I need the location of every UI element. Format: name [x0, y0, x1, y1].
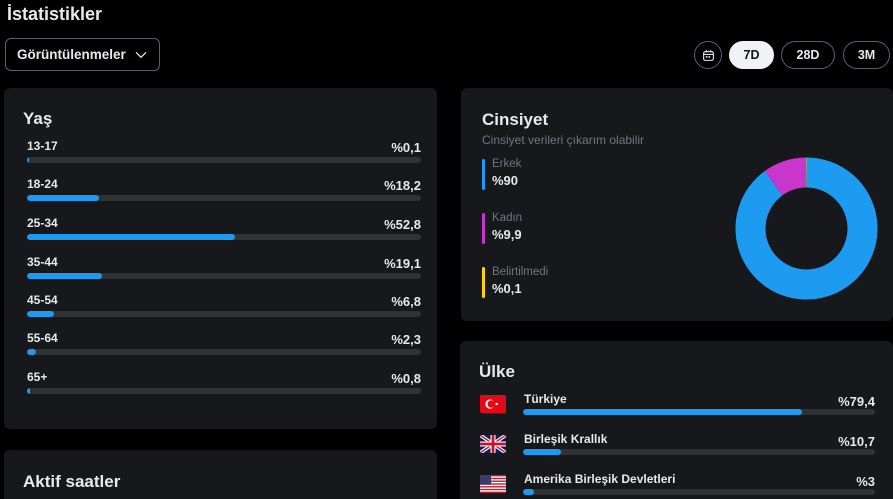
gender-value: %9,9 — [492, 227, 522, 242]
range-28d-button[interactable]: 28D — [781, 41, 835, 69]
age-bar-track — [27, 273, 421, 279]
gender-legend-item: Kadın %9,9 — [482, 211, 522, 247]
gender-color-swatch — [482, 267, 485, 298]
uk-flag-icon — [480, 435, 506, 453]
gender-label: Kadın — [492, 212, 523, 224]
country-row: Türkiye %79,4 — [478, 392, 875, 420]
age-bar-fill — [27, 311, 54, 317]
age-row: 55-64 %2,3 — [23, 331, 421, 361]
age-row: 18-24 %18,2 — [23, 177, 421, 207]
age-bar-fill — [27, 195, 99, 201]
range-3m-button[interactable]: 3M — [843, 41, 890, 69]
country-card-title: Ülke — [479, 362, 515, 381]
country-value: %79,4 — [838, 394, 875, 409]
gender-color-swatch — [482, 159, 485, 190]
country-row: Amerika Birleşik Devletleri %3 — [478, 472, 875, 499]
country-bar-track — [523, 489, 875, 495]
gender-legend-item: Erkek %90 — [482, 157, 521, 193]
age-bar-track — [27, 195, 421, 201]
age-label: 35-44 — [27, 255, 58, 269]
donut-slice-erkek — [735, 157, 878, 300]
gender-value: %90 — [492, 173, 519, 188]
page-title: İstatistikler — [7, 4, 103, 24]
gender-label: Belirtilmedi — [492, 266, 549, 278]
country-bar-track — [523, 409, 875, 415]
age-card-title: Yaş — [23, 109, 53, 128]
age-bar-fill — [27, 349, 37, 355]
age-row: 45-54 %6,8 — [23, 293, 421, 323]
age-bar-track — [27, 349, 421, 355]
gender-value: %0,1 — [492, 281, 522, 296]
age-value: %0,8 — [391, 371, 421, 386]
age-value: %18,2 — [384, 178, 421, 193]
country-card: Ülke — [460, 341, 893, 499]
age-label: 55-64 — [27, 331, 58, 345]
age-value: %6,8 — [391, 294, 421, 309]
donut-slice-kadin — [764, 157, 807, 196]
calendar-button[interactable] — [694, 41, 722, 69]
us-flag-icon — [480, 475, 506, 493]
turkey-flag-icon — [480, 395, 506, 413]
active-hours-card: Aktif saatler — [4, 450, 437, 499]
country-bar-fill — [523, 409, 803, 415]
country-label: Birleşik Krallık — [524, 432, 608, 446]
country-row: Birleşik Krallık %10,7 — [478, 432, 875, 460]
age-bar-track — [27, 388, 421, 394]
country-label: Türkiye — [524, 392, 567, 406]
country-bar-fill — [523, 489, 534, 495]
age-label: 25-34 — [27, 216, 58, 230]
age-label: 45-54 — [27, 293, 58, 307]
gender-color-swatch — [482, 213, 485, 244]
calendar-icon — [702, 49, 714, 61]
metric-dropdown-label: Görüntülenmeler — [17, 47, 126, 62]
metric-dropdown[interactable]: Görüntülenmeler — [5, 38, 160, 71]
gender-card-subtitle: Cinsiyet verileri çıkarım olabilir — [482, 133, 645, 147]
country-label: Amerika Birleşik Devletleri — [524, 472, 676, 486]
age-value: %0,1 — [391, 140, 421, 155]
country-bar-track — [523, 449, 875, 455]
age-bar-fill — [27, 234, 236, 240]
age-card: Yaş 13-17 %0,1 18-24 %18,2 25-34 %52,8 35-44 %1… — [4, 88, 437, 429]
country-value: %3 — [856, 474, 875, 489]
gender-legend-item: Belirtilmedi %0,1 — [482, 265, 548, 301]
age-label: 18-24 — [27, 177, 58, 191]
age-bar-track — [27, 311, 421, 317]
age-label: 65+ — [27, 370, 48, 384]
age-row: 13-17 %0,1 — [23, 139, 421, 169]
active-hours-title: Aktif saatler — [23, 472, 121, 491]
age-bar-fill — [27, 273, 103, 279]
age-row: 35-44 %19,1 — [23, 255, 421, 285]
age-value: %52,8 — [384, 217, 421, 232]
age-bar-track — [27, 234, 421, 240]
age-row: 65+ %0,8 — [23, 370, 421, 400]
age-row: 25-34 %52,8 — [23, 216, 421, 246]
gender-card-title: Cinsiyet — [482, 110, 549, 129]
age-label: 13-17 — [27, 139, 58, 153]
age-bar-fill — [27, 157, 29, 163]
age-bar-track — [27, 157, 421, 163]
country-value: %10,7 — [838, 434, 875, 449]
range-7d-button[interactable]: 7D — [729, 41, 774, 69]
age-value: %19,1 — [384, 256, 421, 271]
country-bar-fill — [523, 449, 561, 455]
age-bar-fill — [27, 388, 31, 394]
gender-donut-chart — [735, 157, 878, 300]
chevron-down-icon — [135, 51, 147, 58]
gender-label: Erkek — [492, 158, 522, 170]
age-value: %2,3 — [391, 332, 421, 347]
